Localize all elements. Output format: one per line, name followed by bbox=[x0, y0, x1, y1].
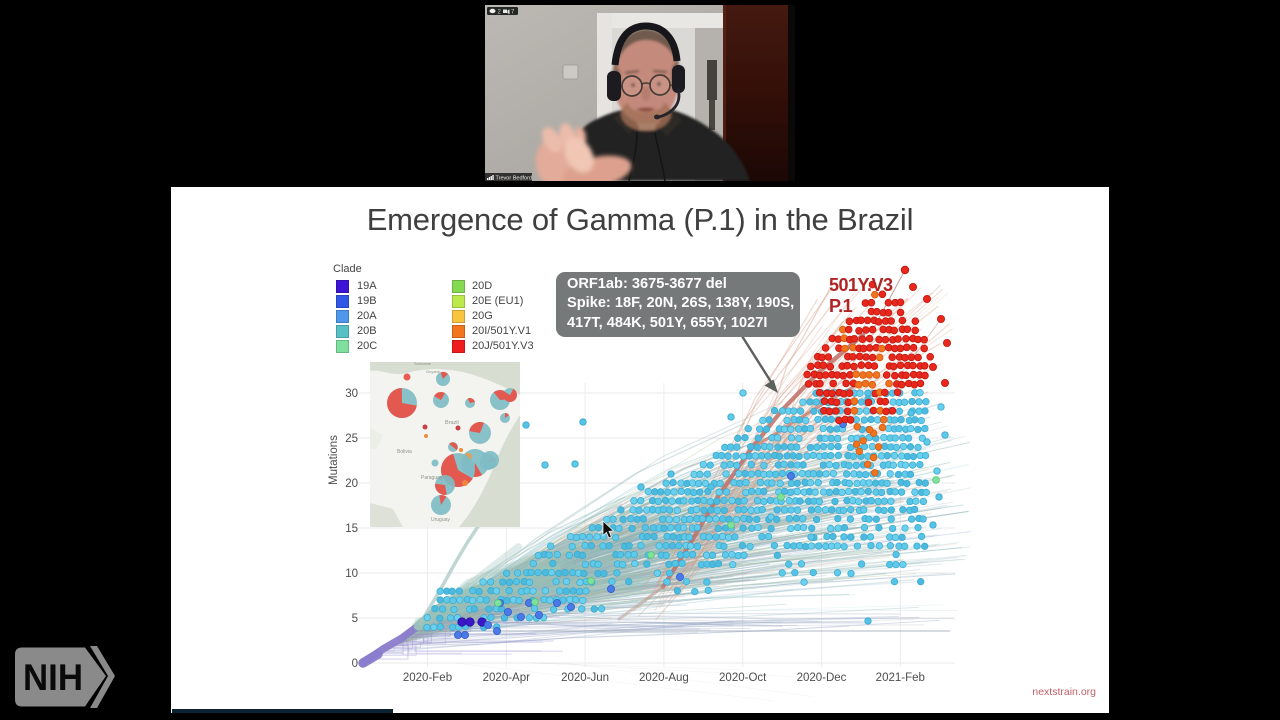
svg-text:10: 10 bbox=[345, 568, 358, 580]
svg-text:Mutations: Mutations bbox=[328, 435, 340, 485]
svg-text:2020-Aug: 2020-Aug bbox=[639, 672, 689, 684]
svg-text:15: 15 bbox=[345, 523, 358, 535]
svg-text:Paraguay: Paraguay bbox=[421, 475, 443, 481]
svg-text:2020-Apr: 2020-Apr bbox=[483, 672, 530, 684]
svg-text:2: 2 bbox=[498, 10, 502, 16]
svg-text:25: 25 bbox=[345, 433, 358, 445]
svg-text:2020-Dec: 2020-Dec bbox=[797, 672, 847, 684]
svg-text:Suriname: Suriname bbox=[414, 361, 432, 366]
svg-text:Trevor Bedford: Trevor Bedford bbox=[496, 176, 532, 182]
svg-text:2020-Jun: 2020-Jun bbox=[561, 672, 609, 684]
svg-text:0: 0 bbox=[352, 658, 358, 670]
svg-text:30: 30 bbox=[345, 388, 358, 400]
svg-text:2020-Feb: 2020-Feb bbox=[403, 672, 452, 684]
svg-text:Uruguay: Uruguay bbox=[431, 517, 450, 523]
svg-text:2020-Oct: 2020-Oct bbox=[719, 672, 767, 684]
svg-text:NIH: NIH bbox=[23, 657, 83, 698]
svg-text:Brazil: Brazil bbox=[445, 420, 459, 426]
svg-text:5: 5 bbox=[352, 613, 358, 625]
svg-text:Guyane: Guyane bbox=[426, 369, 441, 374]
svg-text:7: 7 bbox=[511, 10, 515, 16]
svg-text:20: 20 bbox=[345, 478, 358, 490]
svg-text:Bolivia: Bolivia bbox=[397, 449, 412, 455]
svg-text:2021-Feb: 2021-Feb bbox=[876, 672, 925, 684]
